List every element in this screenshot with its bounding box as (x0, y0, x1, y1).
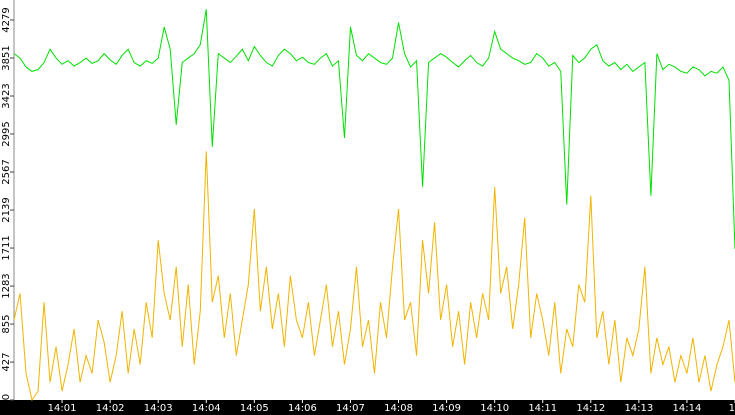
y-tick-label: 1283 (1, 273, 12, 298)
y-tick-label: 3851 (1, 45, 12, 70)
series-line (13, 151, 735, 402)
series-line (13, 9, 735, 250)
x-tick-label: 14:08 (384, 403, 413, 414)
x-tick-label: 14:09 (432, 403, 461, 414)
x-tick-label: 14:13 (624, 403, 653, 414)
x-tick-label: 14:14 (673, 403, 702, 414)
y-tick-label: 0 (1, 394, 12, 400)
x-tick-label: 14:07 (336, 403, 365, 414)
x-tick-label: 14:01 (48, 403, 77, 414)
x-tick-label: 14 (729, 403, 735, 414)
y-tick-label: 2139 (1, 197, 12, 222)
x-axis-bar (0, 400, 735, 415)
x-tick-label: 14:05 (240, 403, 269, 414)
x-tick-label: 14:11 (528, 403, 557, 414)
x-tick-label: 14:10 (480, 403, 509, 414)
y-tick-label: 1711 (1, 235, 12, 260)
y-tick-label: 427 (1, 353, 12, 372)
x-tick-label: 14:02 (96, 403, 125, 414)
y-tick-label: 4279 (1, 7, 12, 32)
x-tick-label: 14:06 (288, 403, 317, 414)
y-tick-label: 2995 (1, 121, 12, 146)
x-tick-label: 14:12 (576, 403, 605, 414)
x-tick-label: 14:04 (192, 403, 221, 414)
y-tick-label: 3423 (1, 83, 12, 108)
y-tick-label: 855 (1, 315, 12, 334)
y-tick-label: 2567 (1, 159, 12, 184)
x-tick-label: 14:03 (144, 403, 173, 414)
